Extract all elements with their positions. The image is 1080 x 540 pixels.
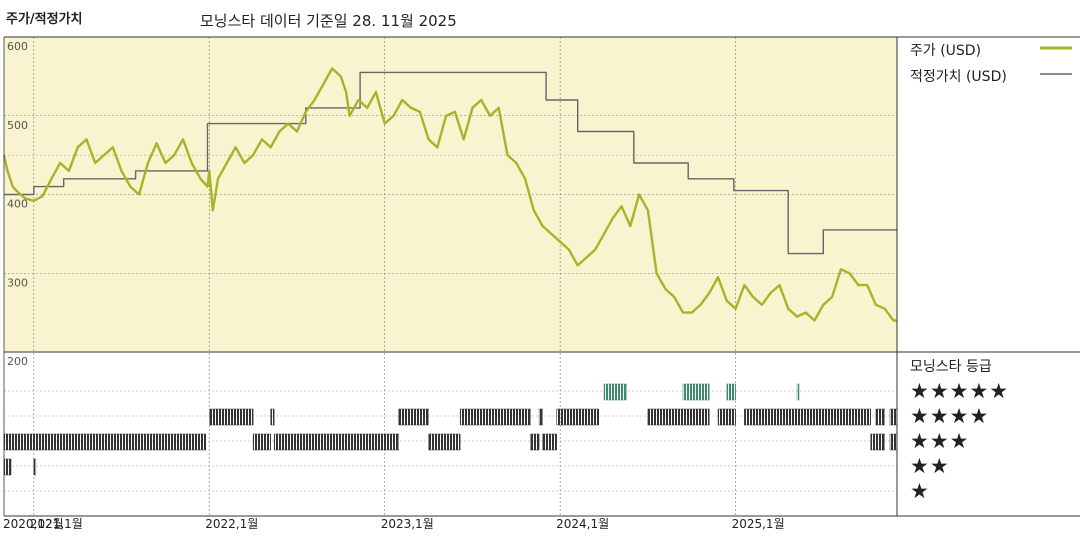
y-tick-label: 400 xyxy=(7,198,28,211)
x-tick-label: 2023,1월 xyxy=(381,517,434,531)
rating-bar-3-star xyxy=(252,433,271,451)
star-row-3: ★★★ xyxy=(910,429,970,453)
rating-bar-4-star xyxy=(270,408,275,426)
x-tick-label: 2021,1월 xyxy=(30,517,83,531)
rating-bar-4-star xyxy=(209,408,254,426)
x-tick-label: 2020,12월 xyxy=(3,517,64,531)
y-tick-label: 600 xyxy=(7,40,28,53)
rating-bar-4-star xyxy=(647,408,710,426)
star-row-2: ★★ xyxy=(910,454,950,478)
star-row-4: ★★★★ xyxy=(910,404,990,428)
rating-bar-5-star xyxy=(726,383,736,401)
rating-bar-3-star xyxy=(542,433,557,451)
x-tick-label: 2025,1월 xyxy=(732,517,785,531)
rating-bar-4-star xyxy=(459,408,531,426)
rating-bar-3-star xyxy=(530,433,540,451)
legend-fair-label: 적정가치 (USD) xyxy=(910,69,1007,85)
rating-bar-4-star xyxy=(398,408,429,426)
price-line xyxy=(2,67,897,322)
star-row-5: ★★★★★ xyxy=(910,379,1010,403)
rating-bar-3-star xyxy=(3,433,207,451)
rating-bar-4-star xyxy=(556,408,599,426)
y-tick-label: 500 xyxy=(7,119,28,132)
star-row-1: ★ xyxy=(910,479,930,503)
fair-value-line xyxy=(4,71,897,255)
rating-bar-5-star xyxy=(682,383,710,401)
data-date-subtitle: 모닝스타 데이터 기준일 28. 11월 2025 xyxy=(200,12,457,30)
rating-bar-4-star xyxy=(889,408,898,426)
rating-bar-5-star xyxy=(796,383,800,401)
rating-bar-3-star xyxy=(889,433,898,451)
rating-bar-4-star xyxy=(875,408,885,426)
rating-bar-3-star xyxy=(870,433,885,451)
chart-title: 주가/적정가치 xyxy=(6,12,83,27)
x-tick-label: 2022,1월 xyxy=(205,517,258,531)
rating-bar-4-star xyxy=(538,408,543,426)
rating-bar-3-star xyxy=(428,433,461,451)
rating-title: 모닝스타 등급 xyxy=(910,359,992,375)
rating-bar-5-star xyxy=(603,383,628,401)
rating-bar-2-star xyxy=(33,458,37,476)
y-tick-label: 200 xyxy=(7,355,28,368)
rating-bar-3-star xyxy=(273,433,399,451)
legend-price-label: 주가 (USD) xyxy=(910,43,982,59)
rating-bar-4-star xyxy=(717,408,736,426)
rating-bar-2-star xyxy=(3,458,12,476)
y-tick-label: 300 xyxy=(7,276,28,289)
rating-bar-4-star xyxy=(744,408,871,426)
x-tick-label: 2024,1월 xyxy=(556,517,609,531)
